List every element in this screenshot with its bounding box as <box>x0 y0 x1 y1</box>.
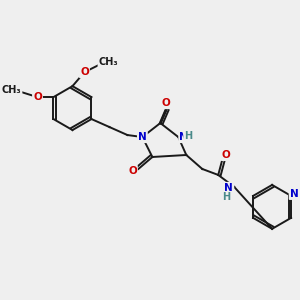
Text: O: O <box>162 98 171 108</box>
Text: N: N <box>290 189 298 199</box>
Text: N: N <box>224 183 233 193</box>
Text: H: H <box>222 192 230 202</box>
Text: CH₃: CH₃ <box>2 85 21 95</box>
Text: O: O <box>128 166 137 176</box>
Text: H: H <box>184 131 192 141</box>
Text: O: O <box>33 92 42 102</box>
Text: N: N <box>138 132 147 142</box>
Text: O: O <box>80 67 89 77</box>
Text: O: O <box>222 150 231 160</box>
Text: CH₃: CH₃ <box>99 57 118 67</box>
Text: N: N <box>179 132 188 142</box>
